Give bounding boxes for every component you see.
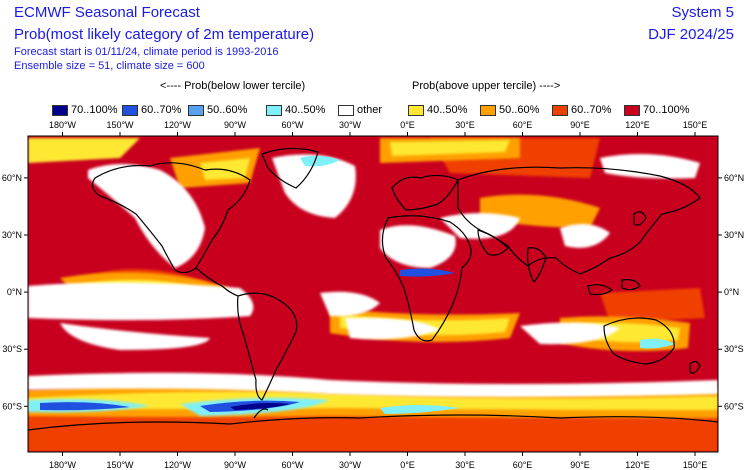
legend-label: 40..50% [285, 104, 326, 116]
map-axes: 180°W 180°W 150°W 150°W 120°W 120°W 90°W 90°W 60… [2, 120, 744, 470]
legend-item: 60..70% [122, 102, 181, 118]
legend-item: 70..100% [52, 102, 117, 118]
lon-label: 30°E [455, 120, 475, 130]
below-tercile-arrow-label: <---- Prob(below lower tercile) [160, 80, 306, 92]
legend-swatch [624, 104, 640, 116]
legend-item: 60..70% [552, 102, 611, 118]
lon-label: 150°E [683, 120, 708, 130]
legend-label: 60..70% [571, 104, 612, 116]
map-frame [27, 135, 719, 453]
lon-label: 120°E [625, 120, 650, 130]
legend-swatch [122, 104, 138, 116]
legend-item: 50..60% [188, 102, 247, 118]
lon-label: 0°E [400, 120, 415, 130]
lon-label: 30°W [339, 120, 362, 130]
color-legend: 70..100% 60..70% 50..60% 40..50% other 40..50… [0, 100, 746, 120]
legend-item: 40..50% [408, 102, 467, 118]
legend-swatch [52, 104, 68, 116]
lon-label: 30°E [455, 460, 475, 470]
lon-label: 150°W [106, 460, 134, 470]
lon-label: 60°E [513, 120, 533, 130]
legend-swatch [552, 104, 568, 116]
legend-item: 70..100% [624, 102, 689, 118]
lon-label: 60°W [281, 120, 304, 130]
legend-label: 70..100% [71, 104, 118, 116]
lon-label: 60°E [513, 460, 533, 470]
legend-swatch [480, 104, 496, 116]
field-below-tercile [28, 155, 675, 416]
map-subtitle: Prob(most likely category of 2m temperat… [14, 26, 315, 43]
lat-label: 60°N [2, 173, 22, 183]
legend-label: 40..50% [427, 104, 468, 116]
legend-swatch [188, 104, 204, 116]
lon-label: 180°W [49, 120, 77, 130]
lon-label: 60°W [281, 460, 304, 470]
lat-label: 60°S [724, 401, 744, 411]
legend-label: 70..100% [643, 104, 690, 116]
map-title: ECMWF Seasonal Forecast [14, 4, 200, 21]
lon-label: 90°W [224, 120, 247, 130]
lon-label: 150°W [106, 120, 134, 130]
legend-swatch [266, 104, 282, 116]
forecast-map: 180°W 180°W 150°W 150°W 120°W 120°W 90°W 90°W 60… [2, 120, 744, 470]
ensemble-size-info: Ensemble size = 51, climate size = 600 [14, 60, 205, 72]
lat-label: 60°S [2, 401, 22, 411]
legend-label: 60..70% [141, 104, 182, 116]
legend-item: other [338, 102, 382, 118]
lon-label: 120°E [625, 460, 650, 470]
lat-label: 0°N [7, 287, 22, 297]
lon-label: 30°W [339, 460, 362, 470]
season-label: DJF 2024/25 [648, 26, 734, 43]
lat-label: 30°N [724, 230, 744, 240]
legend-item: 50..60% [480, 102, 539, 118]
lon-label: 180°W [49, 460, 77, 470]
legend-label: 50..60% [207, 104, 248, 116]
lon-label: 120°W [164, 460, 192, 470]
lat-label: 0°N [724, 287, 739, 297]
lon-label: 150°E [683, 460, 708, 470]
system-label: System 5 [671, 4, 734, 21]
lon-label: 90°W [224, 460, 247, 470]
legend-swatch [338, 104, 354, 116]
lon-label: 90°E [570, 120, 590, 130]
legend-label: other [357, 104, 383, 116]
coastlines [28, 147, 718, 431]
lat-label: 30°S [724, 344, 744, 354]
forecast-start-info: Forecast start is 01/11/24, climate peri… [14, 46, 279, 58]
probability-field [28, 136, 718, 452]
lon-label: 0°E [400, 460, 415, 470]
lon-label: 120°W [164, 120, 192, 130]
legend-swatch [408, 104, 424, 116]
field-other [28, 154, 718, 397]
lat-label: 60°N [724, 173, 744, 183]
lon-label: 90°E [570, 460, 590, 470]
legend-label: 50..60% [499, 104, 540, 116]
lat-label: 30°S [2, 344, 22, 354]
legend-item: 40..50% [266, 102, 325, 118]
above-tercile-arrow-label: Prob(above upper tercile) ----> [412, 80, 561, 92]
lat-label: 30°N [2, 230, 22, 240]
